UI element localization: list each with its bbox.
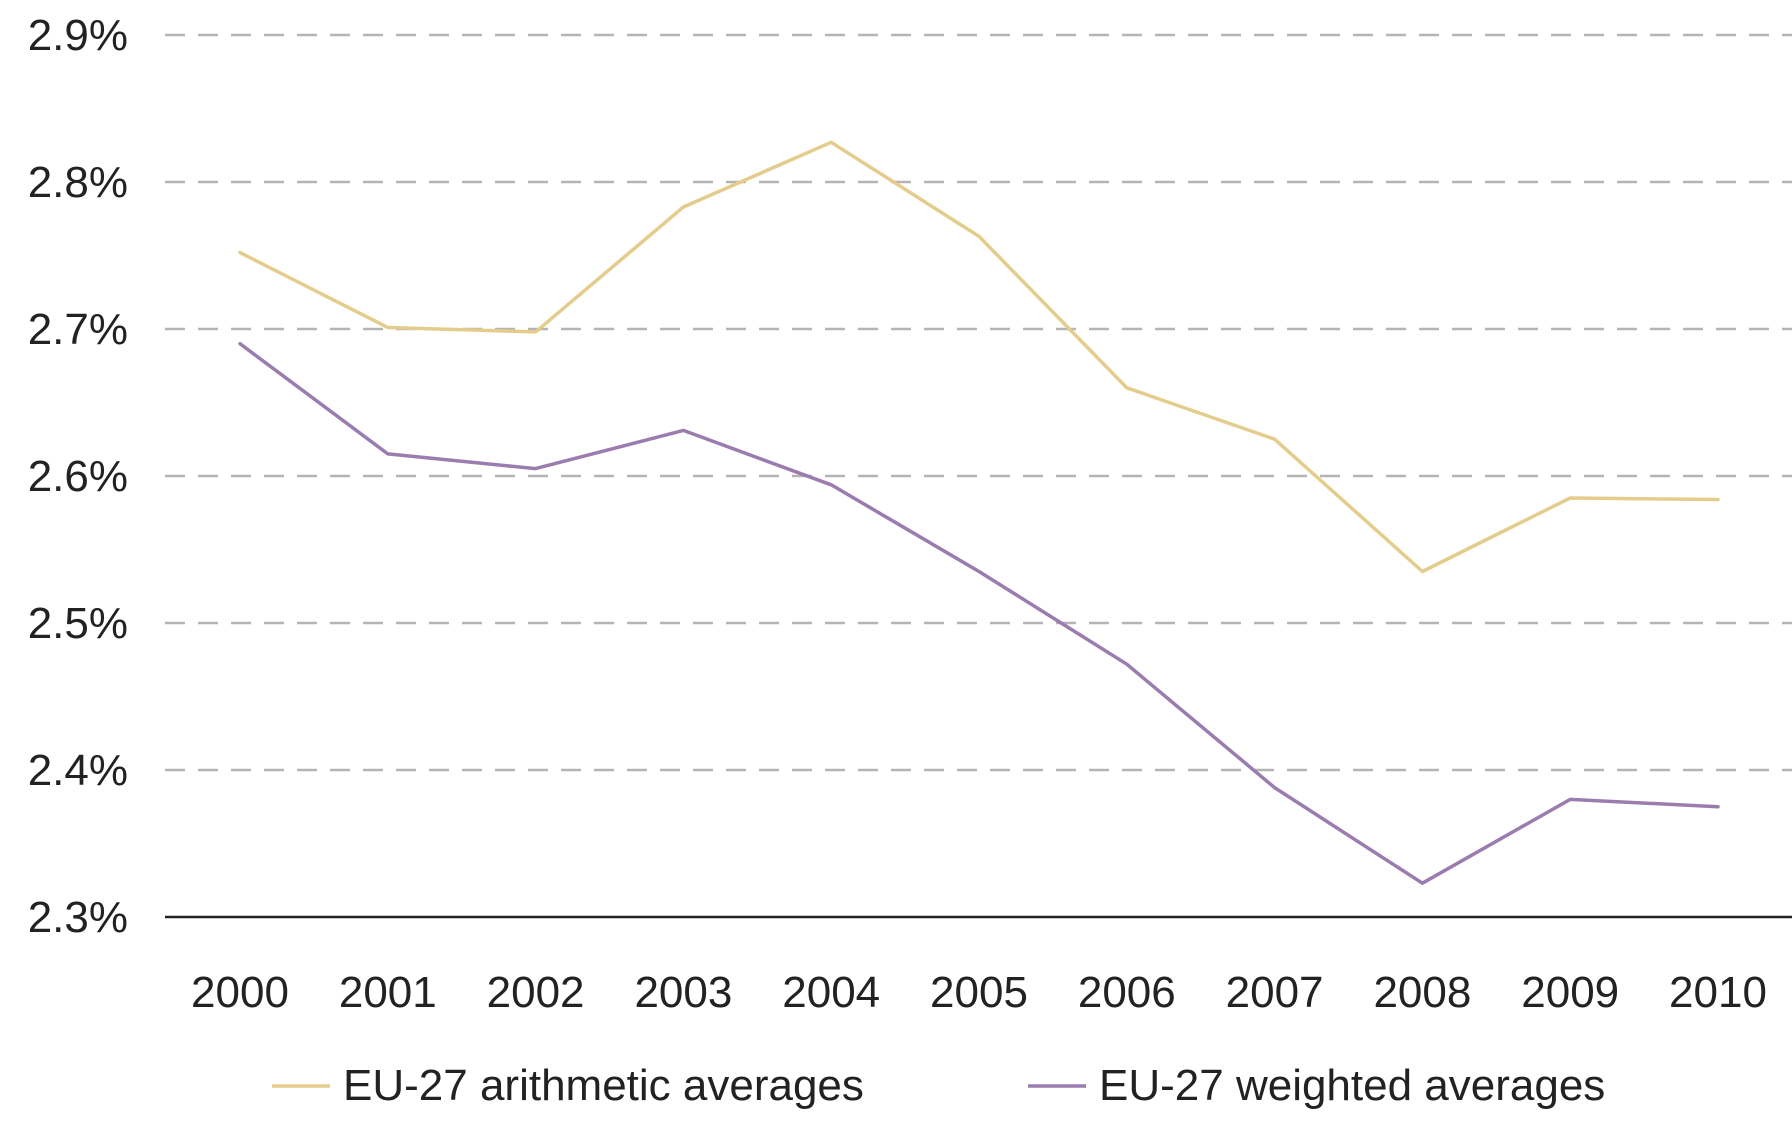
y-axis-tick-labels: 2.3% 2.4% 2.5% 2.6% 2.7% 2.8% 2.9% bbox=[28, 11, 128, 942]
y-tick-label: 2.5% bbox=[28, 599, 128, 648]
x-tick-label: 2004 bbox=[782, 968, 880, 1017]
x-tick-label: 2001 bbox=[339, 968, 437, 1017]
y-tick-label: 2.7% bbox=[28, 305, 128, 354]
legend-label: EU-27 weighted averages bbox=[1099, 1061, 1605, 1110]
y-tick-label: 2.9% bbox=[28, 11, 128, 60]
legend-item: EU-27 weighted averages bbox=[1028, 1061, 1605, 1110]
x-tick-label: 2008 bbox=[1373, 968, 1471, 1017]
series-line-arithmetic-averages bbox=[238, 140, 1720, 574]
legend: EU-27 arithmetic averages EU-27 weighted … bbox=[272, 1061, 1605, 1110]
legend-item: EU-27 arithmetic averages bbox=[272, 1061, 864, 1110]
series-lines bbox=[238, 140, 1720, 885]
x-axis-tick-labels: 2000 2001 2002 2003 2004 2005 2006 2007 2008 2009… bbox=[191, 968, 1767, 1017]
y-tick-label: 2.4% bbox=[28, 746, 128, 795]
gridlines bbox=[165, 33, 1792, 772]
x-tick-label: 2006 bbox=[1078, 968, 1176, 1017]
x-tick-label: 2009 bbox=[1521, 968, 1619, 1017]
x-tick-label: 2005 bbox=[930, 968, 1028, 1017]
x-tick-label: 2007 bbox=[1226, 968, 1324, 1017]
x-tick-label: 2002 bbox=[487, 968, 585, 1017]
y-tick-label: 2.6% bbox=[28, 452, 128, 501]
legend-label: EU-27 arithmetic averages bbox=[343, 1061, 864, 1110]
y-tick-label: 2.8% bbox=[28, 158, 128, 207]
y-tick-label: 2.3% bbox=[28, 893, 128, 942]
x-tick-label: 2000 bbox=[191, 968, 289, 1017]
x-tick-label: 2003 bbox=[634, 968, 732, 1017]
series-line-weighted-averages bbox=[238, 341, 1720, 885]
x-tick-label: 2010 bbox=[1669, 968, 1767, 1017]
